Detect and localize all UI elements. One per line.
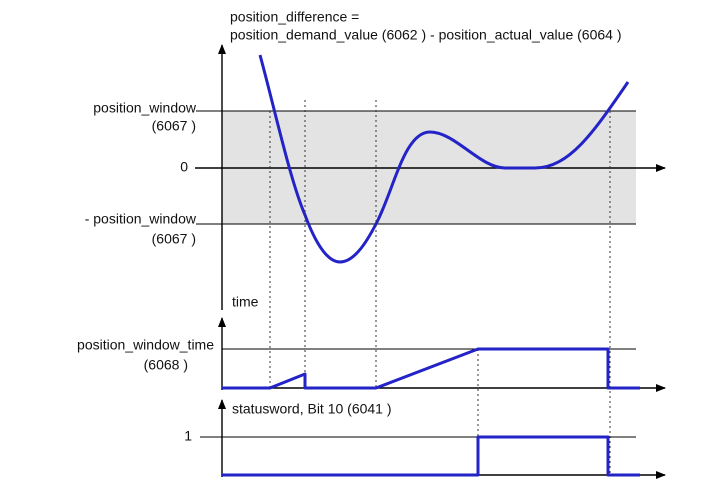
- statusword-signal: [222, 435, 640, 477]
- window-timer-signal: [222, 347, 640, 390]
- time-label: time: [232, 294, 259, 310]
- upper-index: (6067 ): [152, 118, 196, 134]
- timer-label: position_window_time: [77, 337, 214, 353]
- statusword-label: statusword, Bit 10 (6041 ): [232, 401, 392, 417]
- level-label: 1: [184, 428, 192, 444]
- timer-index: (6068 ): [144, 357, 188, 373]
- lower-index: (6067 ): [152, 231, 196, 247]
- upper-label: position_window: [93, 100, 197, 116]
- title-line: position_demand_value (6062 ) - position…: [230, 27, 621, 43]
- lower-label: - position_window: [85, 211, 197, 227]
- position-difference-curve: [258, 54, 630, 264]
- title-line: position_difference =: [230, 9, 359, 25]
- zero-label: 0: [180, 159, 188, 175]
